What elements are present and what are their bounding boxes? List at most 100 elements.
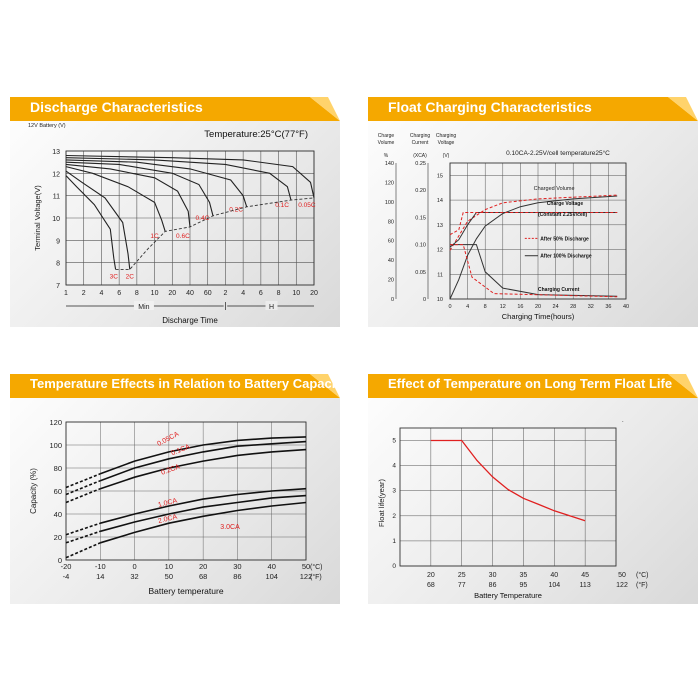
- y-tick-label: 13: [52, 149, 60, 156]
- y-axis-label: Terminal Voltage(V): [33, 185, 42, 251]
- panel-title: Temperature Effects in Relation to Batte…: [30, 376, 347, 391]
- x-tick-label-f: -4: [63, 572, 70, 581]
- after100-label: After 100% Discharge: [540, 254, 592, 260]
- capacity-curve: [100, 494, 307, 533]
- axis-unit: (XCA): [413, 153, 427, 159]
- capacity-curve: [100, 440, 307, 482]
- x-tick-label-f: 95: [520, 582, 528, 589]
- x-tick-label: 40: [186, 290, 194, 297]
- x-tick-label: 36: [605, 304, 611, 310]
- x-tick-label-c: 40: [268, 562, 276, 571]
- after50-label: After 50% Discharge: [540, 236, 589, 242]
- axis-unit: %: [384, 153, 389, 159]
- charged-volume-50-curve: [449, 194, 618, 251]
- x-tick-label: 12: [500, 304, 506, 310]
- plot-frame: [399, 427, 617, 567]
- panel-header: [368, 374, 698, 398]
- voltage-tick-label: 10: [437, 297, 443, 303]
- voltage-tick-label: 15: [437, 173, 443, 179]
- x-tick-label: 32: [588, 304, 594, 310]
- capacity-curve: [100, 448, 307, 490]
- y-tick-label: 7: [56, 283, 60, 290]
- y-tick-label: 5: [392, 438, 396, 445]
- y-tick-label: 80: [54, 464, 62, 473]
- x-tick-label-f: 122: [300, 572, 313, 581]
- x-tick-label: 40: [623, 304, 629, 310]
- x-tick-label-f: 68: [199, 572, 207, 581]
- unit-c-label: (°C): [310, 563, 323, 571]
- series-label: 0.05CA: [156, 431, 180, 448]
- x-axis-label: Battery temperature: [148, 586, 223, 596]
- x-tick-label-c: 45: [581, 572, 589, 579]
- x-tick-label-c: 20: [427, 572, 435, 579]
- x-tick-label: 10: [292, 290, 300, 297]
- panel-title: Effect of Temperature on Long Term Float…: [388, 376, 673, 391]
- plot-frame: [65, 150, 315, 286]
- panel-body: -20 -4 -10 14 0 32 10 50 20 68 30 86 40 104 50 122 120 10…: [10, 398, 340, 604]
- charging-current-50-curve: [450, 244, 618, 298]
- series-label: 2.0CA: [157, 514, 178, 526]
- float-life-curve: [430, 439, 586, 522]
- series-label: 3C: [110, 273, 119, 280]
- unit-f-label: (°F): [310, 573, 322, 581]
- x-tick-label-f: 104: [265, 572, 278, 581]
- x-tick-label: 60: [204, 290, 212, 297]
- panel-header: [10, 97, 340, 121]
- x-tick-label-c: 35: [520, 572, 528, 579]
- x-tick-label: 10: [151, 290, 159, 297]
- voltage-tick-label: 11: [437, 272, 443, 278]
- y-tick-label: 100: [49, 441, 62, 450]
- x-tick-label-c: -20: [61, 562, 72, 571]
- axis-header: Volume: [378, 140, 395, 146]
- x-tick-label: 6: [259, 290, 263, 297]
- current-tick-label: 0: [423, 297, 426, 303]
- x-tick-label-f: 14: [96, 572, 104, 581]
- discharge-curve: [65, 166, 166, 232]
- current-tick-label: 0.10: [415, 243, 426, 249]
- x-tick-label: 20: [310, 290, 318, 297]
- x-tick-label-f: 50: [165, 572, 173, 581]
- discharge-curve: [65, 163, 191, 227]
- condition-label: 0.10CA-2.25V/cell temperature25°C: [506, 149, 610, 157]
- x-axis-label: Charging Time(hours): [502, 312, 575, 321]
- x-tick-label-f: 104: [548, 582, 560, 589]
- x-tick-label-f: 122: [616, 582, 628, 589]
- panel-title: Discharge Characteristics: [30, 99, 203, 115]
- plot-frame: [65, 421, 307, 561]
- capacity-curve-extrapolated: [65, 473, 101, 489]
- capacity-curve-extrapolated: [65, 522, 101, 536]
- x-tick-label-c: 20: [199, 562, 207, 571]
- series-label: 0.2CA: [160, 463, 181, 476]
- x-tick-label: 20: [168, 290, 176, 297]
- charge-volume-tick-label: 0: [391, 297, 394, 303]
- current-tick-label: 0.05: [415, 270, 426, 276]
- x-tick-label: 24: [553, 304, 559, 310]
- x-tick-label-f: 113: [580, 582, 591, 589]
- y-tick-label: 4: [392, 463, 396, 470]
- charge-voltage-label: Charge Voltage: [547, 201, 584, 207]
- capacity-curve: [100, 501, 307, 544]
- axis-unit: (V): [443, 153, 450, 159]
- current-tick-label: 0.20: [415, 188, 426, 194]
- current-tick-label: 0.25: [415, 161, 426, 167]
- capacity-curve: [100, 436, 307, 475]
- x-tick-label-f: 77: [458, 582, 466, 589]
- x-tick-label: 1: [64, 290, 68, 297]
- x-tick-label-c: 25: [458, 572, 466, 579]
- x-tick-label: 4: [99, 290, 103, 297]
- capacity-curve-extrapolated: [65, 479, 101, 496]
- charged-volume-curve: [449, 195, 618, 300]
- y-axis-label: Float life(year): [377, 479, 386, 527]
- y-tick-label: 10: [52, 216, 60, 223]
- panel-header: [368, 97, 698, 121]
- x-tick-label-f: 32: [130, 572, 138, 581]
- series-label: 3.0CA: [220, 524, 240, 531]
- x-tick-label: 6: [117, 290, 121, 297]
- charge-volume-tick-label: 20: [388, 278, 394, 284]
- x-tick-label-c: 40: [550, 572, 558, 579]
- x-tick-label-c: 10: [165, 562, 173, 571]
- unit-h-label: H: [269, 304, 274, 311]
- unit-f-label: (°F): [636, 581, 648, 589]
- x-tick-label: 4: [466, 304, 469, 310]
- discharge-curve: [65, 159, 248, 207]
